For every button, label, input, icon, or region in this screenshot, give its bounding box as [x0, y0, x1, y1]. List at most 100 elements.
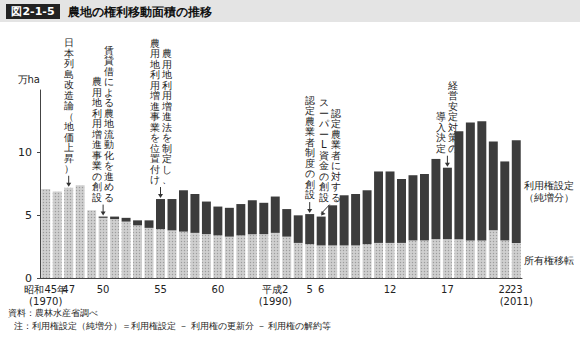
svg-text:営: 営 [448, 90, 458, 101]
svg-text:農: 農 [162, 48, 172, 59]
svg-text:造: 造 [64, 90, 74, 101]
svg-text:6: 6 [318, 284, 324, 295]
svg-text:の: の [92, 171, 102, 182]
svg-text:る: る [104, 97, 114, 108]
svg-text:位: 位 [150, 143, 160, 154]
svg-text:用: 用 [150, 48, 160, 59]
svg-text:平成2: 平成2 [262, 284, 288, 295]
svg-text:資料：農林水産省調べ: 資料：農林水産省調べ [8, 308, 98, 318]
svg-text:農: 農 [331, 129, 341, 140]
svg-text:注：利用権設定（純増分）＝利用権設定 － 利用権の更新分 －: 注：利用権設定（純増分）＝利用権設定 － 利用権の更新分 － 利用権の解約等 [14, 321, 331, 331]
svg-text:設: 設 [92, 192, 102, 203]
svg-text:日: 日 [64, 37, 74, 48]
svg-text:事: 事 [150, 111, 160, 122]
svg-text:パ: パ [318, 118, 330, 129]
svg-text:所有権移転: 所有権移転 [524, 255, 574, 266]
svg-text:価: 価 [64, 132, 74, 143]
svg-text:創: 創 [319, 181, 329, 192]
svg-text:制: 制 [162, 143, 172, 154]
svg-text:事: 事 [92, 150, 102, 161]
svg-text:法: 法 [162, 122, 172, 133]
svg-text:50: 50 [97, 284, 110, 295]
svg-text:用: 用 [150, 80, 160, 91]
svg-text:用: 用 [162, 59, 172, 70]
svg-text:借: 借 [104, 66, 114, 77]
svg-text:業: 業 [92, 160, 102, 171]
svg-text:23: 23 [510, 284, 523, 295]
svg-text:認: 認 [305, 95, 315, 106]
svg-text:創: 創 [305, 179, 315, 190]
svg-text:利: 利 [150, 69, 160, 80]
svg-text:入: 入 [436, 122, 446, 133]
svg-text:者: 者 [305, 137, 315, 148]
svg-text:対: 対 [448, 122, 458, 133]
svg-text:万ha: 万ha [18, 74, 40, 85]
svg-text:認: 認 [331, 108, 341, 119]
svg-text:、: 、 [162, 174, 172, 185]
svg-text:島: 島 [64, 69, 74, 80]
svg-text:（純増分）: （純増分） [524, 192, 574, 203]
svg-text:L: L [321, 139, 327, 150]
svg-text:定: 定 [331, 118, 341, 129]
svg-text:る: る [104, 192, 114, 203]
svg-text:化: 化 [104, 150, 114, 161]
svg-text:の: の [319, 171, 329, 182]
svg-text:（: （ [64, 111, 74, 122]
svg-text:対: 対 [331, 171, 341, 182]
svg-text:資: 資 [319, 150, 329, 161]
svg-text:(1970): (1970) [29, 296, 62, 307]
svg-text:55: 55 [154, 284, 167, 295]
svg-text:経: 経 [447, 80, 458, 91]
svg-text:農地の権利移動面積の推移: 農地の権利移動面積の推移 [67, 5, 212, 19]
svg-text:地: 地 [91, 97, 102, 108]
svg-text:農: 農 [92, 76, 102, 87]
svg-text:農: 農 [104, 108, 114, 119]
svg-text:す: す [331, 181, 341, 192]
svg-text:業: 業 [150, 122, 160, 133]
svg-text:を: を [150, 132, 160, 143]
svg-text:に: に [331, 160, 341, 171]
svg-text:12: 12 [384, 284, 397, 295]
svg-text:用: 用 [162, 90, 172, 101]
svg-text:導: 導 [436, 111, 446, 122]
svg-text:決: 決 [436, 132, 446, 143]
svg-text:設: 設 [319, 192, 329, 203]
svg-text:進: 進 [92, 139, 102, 150]
svg-text:地: 地 [63, 121, 74, 132]
svg-text:し: し [162, 164, 172, 175]
svg-text:を: を [162, 132, 172, 143]
svg-text:定: 定 [436, 143, 446, 154]
svg-text:の: の [305, 168, 315, 179]
svg-text:利用権設定: 利用権設定 [524, 180, 574, 191]
svg-text:設: 設 [305, 189, 315, 200]
svg-text:創: 創 [92, 181, 102, 192]
svg-text:昭和45年: 昭和45年 [24, 284, 67, 295]
svg-text:17: 17 [441, 284, 454, 295]
svg-text:改: 改 [64, 79, 74, 90]
svg-text:増: 増 [161, 101, 172, 112]
svg-text:け: け [150, 174, 160, 185]
svg-text:進: 進 [162, 111, 172, 122]
svg-text:10: 10 [18, 146, 32, 159]
svg-text:地: 地 [149, 59, 160, 70]
svg-text:ー: ー [319, 108, 329, 119]
svg-text:を: を [104, 160, 114, 171]
svg-text:(2011): (2011) [500, 296, 533, 307]
svg-text:進: 進 [150, 101, 160, 112]
svg-text:農: 農 [305, 116, 315, 127]
svg-text:安: 安 [448, 101, 458, 112]
svg-text:増: 増 [91, 129, 102, 140]
svg-text:付: 付 [150, 164, 160, 175]
svg-text:よ: よ [104, 87, 114, 98]
svg-text:業: 業 [331, 139, 341, 150]
svg-text:用: 用 [92, 118, 102, 129]
svg-text:賃: 賃 [104, 45, 114, 56]
svg-text:47: 47 [62, 284, 75, 295]
svg-text:昇: 昇 [64, 153, 74, 164]
svg-text:進: 進 [104, 171, 114, 182]
svg-text:地: 地 [161, 69, 172, 80]
svg-text:貸: 貸 [104, 55, 114, 66]
svg-text:定: 定 [162, 153, 172, 164]
svg-text:め: め [104, 181, 114, 192]
svg-text:用: 用 [92, 87, 102, 98]
